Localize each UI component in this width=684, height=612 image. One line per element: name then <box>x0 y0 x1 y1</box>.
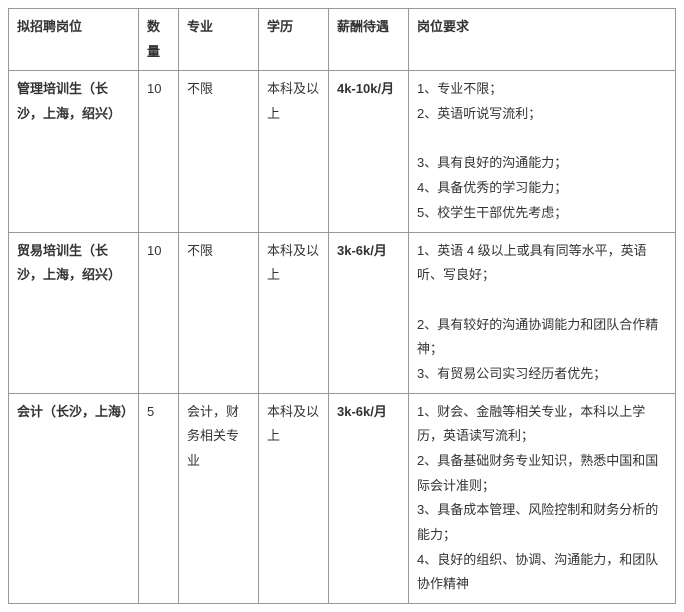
requirement-line: 3、具有良好的沟通能力； <box>417 151 667 176</box>
job-table: 拟招聘岗位 数量 专业 学历 薪酬待遇 岗位要求 管理培训生（长沙，上海，绍兴）… <box>8 8 676 604</box>
table-row: 会计（长沙，上海）5会计，财务相关专业本科及以上3k-6k/月1、财会、金融等相… <box>9 393 676 604</box>
requirement-line: 2、英语听说写流利； <box>417 102 667 127</box>
cell-salary: 4k-10k/月 <box>329 71 409 232</box>
cell-position: 贸易培训生（长沙，上海，绍兴） <box>9 232 139 393</box>
col-header-position: 拟招聘岗位 <box>9 9 139 71</box>
requirement-line <box>417 127 667 152</box>
cell-edu: 本科及以上 <box>259 393 329 604</box>
requirement-line: 1、英语 4 级以上或具有同等水平，英语听、写良好； <box>417 239 667 288</box>
cell-requirements: 1、财会、金融等相关专业，本科以上学历，英语读写流利；2、具备基础财务专业知识，… <box>409 393 676 604</box>
table-header-row: 拟招聘岗位 数量 专业 学历 薪酬待遇 岗位要求 <box>9 9 676 71</box>
requirement-line <box>417 288 667 313</box>
cell-salary: 3k-6k/月 <box>329 232 409 393</box>
job-table-body: 管理培训生（长沙，上海，绍兴）10不限本科及以上4k-10k/月1、专业不限；2… <box>9 71 676 604</box>
table-row: 管理培训生（长沙，上海，绍兴）10不限本科及以上4k-10k/月1、专业不限；2… <box>9 71 676 232</box>
col-header-req: 岗位要求 <box>409 9 676 71</box>
requirement-line: 3、有贸易公司实习经历者优先； <box>417 362 667 387</box>
requirement-line: 5、校学生干部优先考虑； <box>417 201 667 226</box>
cell-requirements: 1、英语 4 级以上或具有同等水平，英语听、写良好； 2、具有较好的沟通协调能力… <box>409 232 676 393</box>
cell-position: 会计（长沙，上海） <box>9 393 139 604</box>
cell-edu: 本科及以上 <box>259 232 329 393</box>
col-header-salary: 薪酬待遇 <box>329 9 409 71</box>
cell-edu: 本科及以上 <box>259 71 329 232</box>
cell-position: 管理培训生（长沙，上海，绍兴） <box>9 71 139 232</box>
col-header-edu: 学历 <box>259 9 329 71</box>
cell-major: 不限 <box>179 232 259 393</box>
requirement-line: 1、财会、金融等相关专业，本科以上学历，英语读写流利； <box>417 400 667 449</box>
col-header-major: 专业 <box>179 9 259 71</box>
cell-salary: 3k-6k/月 <box>329 393 409 604</box>
cell-qty: 5 <box>139 393 179 604</box>
requirement-line: 3、具备成本管理、风险控制和财务分析的能力； <box>417 498 667 547</box>
cell-requirements: 1、专业不限；2、英语听说写流利； 3、具有良好的沟通能力；4、具备优秀的学习能… <box>409 71 676 232</box>
cell-qty: 10 <box>139 71 179 232</box>
requirement-line: 2、具有较好的沟通协调能力和团队合作精神； <box>417 313 667 362</box>
col-header-qty: 数量 <box>139 9 179 71</box>
requirement-line: 2、具备基础财务专业知识，熟悉中国和国际会计准则； <box>417 449 667 498</box>
cell-major: 会计，财务相关专业 <box>179 393 259 604</box>
table-row: 贸易培训生（长沙，上海，绍兴）10不限本科及以上3k-6k/月1、英语 4 级以… <box>9 232 676 393</box>
requirement-line: 1、专业不限； <box>417 77 667 102</box>
requirement-line: 4、具备优秀的学习能力； <box>417 176 667 201</box>
requirement-line: 4、良好的组织、协调、沟通能力，和团队协作精神 <box>417 548 667 597</box>
cell-qty: 10 <box>139 232 179 393</box>
cell-major: 不限 <box>179 71 259 232</box>
